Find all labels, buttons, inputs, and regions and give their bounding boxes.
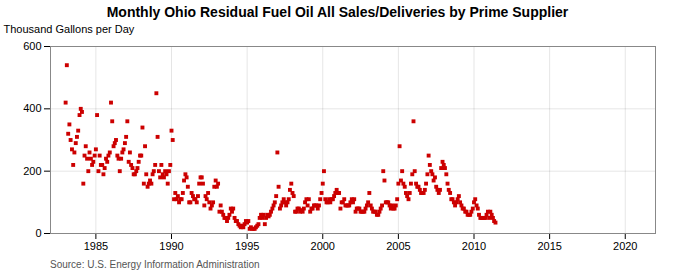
svg-text:600: 600: [23, 40, 41, 52]
svg-text:0: 0: [35, 227, 41, 239]
svg-text:2010: 2010: [462, 240, 486, 252]
svg-text:2000: 2000: [311, 240, 335, 252]
svg-text:1985: 1985: [84, 240, 108, 252]
svg-text:400: 400: [23, 102, 41, 114]
html-text:Source: U.S. Energy Informatio: Source: U.S. Energy Information Administ…: [50, 259, 260, 270]
svg-text:2020: 2020: [613, 240, 637, 252]
svg-text:2015: 2015: [537, 240, 561, 252]
svg-text:1990: 1990: [159, 240, 183, 252]
svg-text:1995: 1995: [235, 240, 259, 252]
svg-text:Thousand Gallons per Day: Thousand Gallons per Day: [4, 23, 135, 35]
svg-text:200: 200: [23, 165, 41, 177]
html-text:Monthly Ohio Residual Fuel Oil: Monthly Ohio Residual Fuel Oil All Sales…: [106, 4, 569, 20]
svg-text:2005: 2005: [386, 240, 410, 252]
